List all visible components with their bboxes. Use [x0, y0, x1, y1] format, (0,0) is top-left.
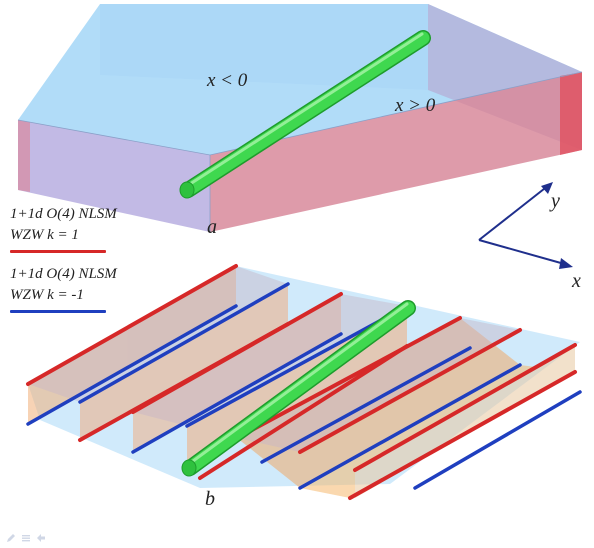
- region-left-label: x < 0: [206, 70, 248, 91]
- blue-wire-2: [78, 282, 290, 404]
- axis-y-label: y: [549, 190, 560, 212]
- red-wire-5: [298, 328, 522, 454]
- blue-wires: [26, 282, 582, 490]
- pencil-icon[interactable]: [6, 530, 16, 542]
- caption-a: a: [207, 216, 217, 238]
- y-arrowhead: [541, 182, 553, 194]
- slab-right-edge: [560, 72, 582, 155]
- legend-red-line1: 1+1d O(4) NLSM: [10, 206, 117, 222]
- red-wire-6: [353, 343, 577, 472]
- slab-front-face: [210, 72, 582, 232]
- red-wire-7: [348, 370, 577, 500]
- red-wire-8: [198, 344, 409, 480]
- red-wire-4: [235, 316, 462, 440]
- bottom-green-tube: [181, 300, 416, 477]
- image-toolbar: [6, 530, 46, 542]
- top-green-tube: [179, 30, 431, 199]
- legend-blue-line2: WZW k = -1: [10, 287, 84, 303]
- blue-wire-6: [298, 363, 522, 490]
- x-arrowhead: [559, 258, 573, 269]
- top-slab: [17, 4, 583, 232]
- legend-blue-line1: 1+1d O(4) NLSM: [10, 266, 117, 282]
- blue-wire-7: [413, 390, 582, 490]
- legend-red-line2: WZW k = 1: [10, 227, 79, 243]
- blue-wire-5: [260, 346, 472, 464]
- axis-x-label: x: [571, 270, 581, 292]
- coordinate-axes: y x: [478, 182, 581, 292]
- slab-left-edge: [18, 120, 30, 192]
- top-strips: [28, 266, 520, 452]
- menu-icon[interactable]: [21, 530, 31, 542]
- bottom-array: [26, 264, 582, 500]
- share-icon[interactable]: [36, 530, 46, 542]
- caption-b: b: [205, 488, 215, 510]
- blue-wire-1: [26, 304, 238, 426]
- blue-wire-3: [131, 332, 343, 454]
- region-right-label: x > 0: [394, 95, 436, 116]
- legend-red-swatch: [10, 250, 106, 253]
- legend-blue-swatch: [10, 310, 106, 313]
- red-wires: [26, 264, 577, 500]
- red-wire-1: [26, 264, 238, 386]
- red-wire-3: [131, 292, 343, 414]
- slab-left-face: [18, 120, 210, 232]
